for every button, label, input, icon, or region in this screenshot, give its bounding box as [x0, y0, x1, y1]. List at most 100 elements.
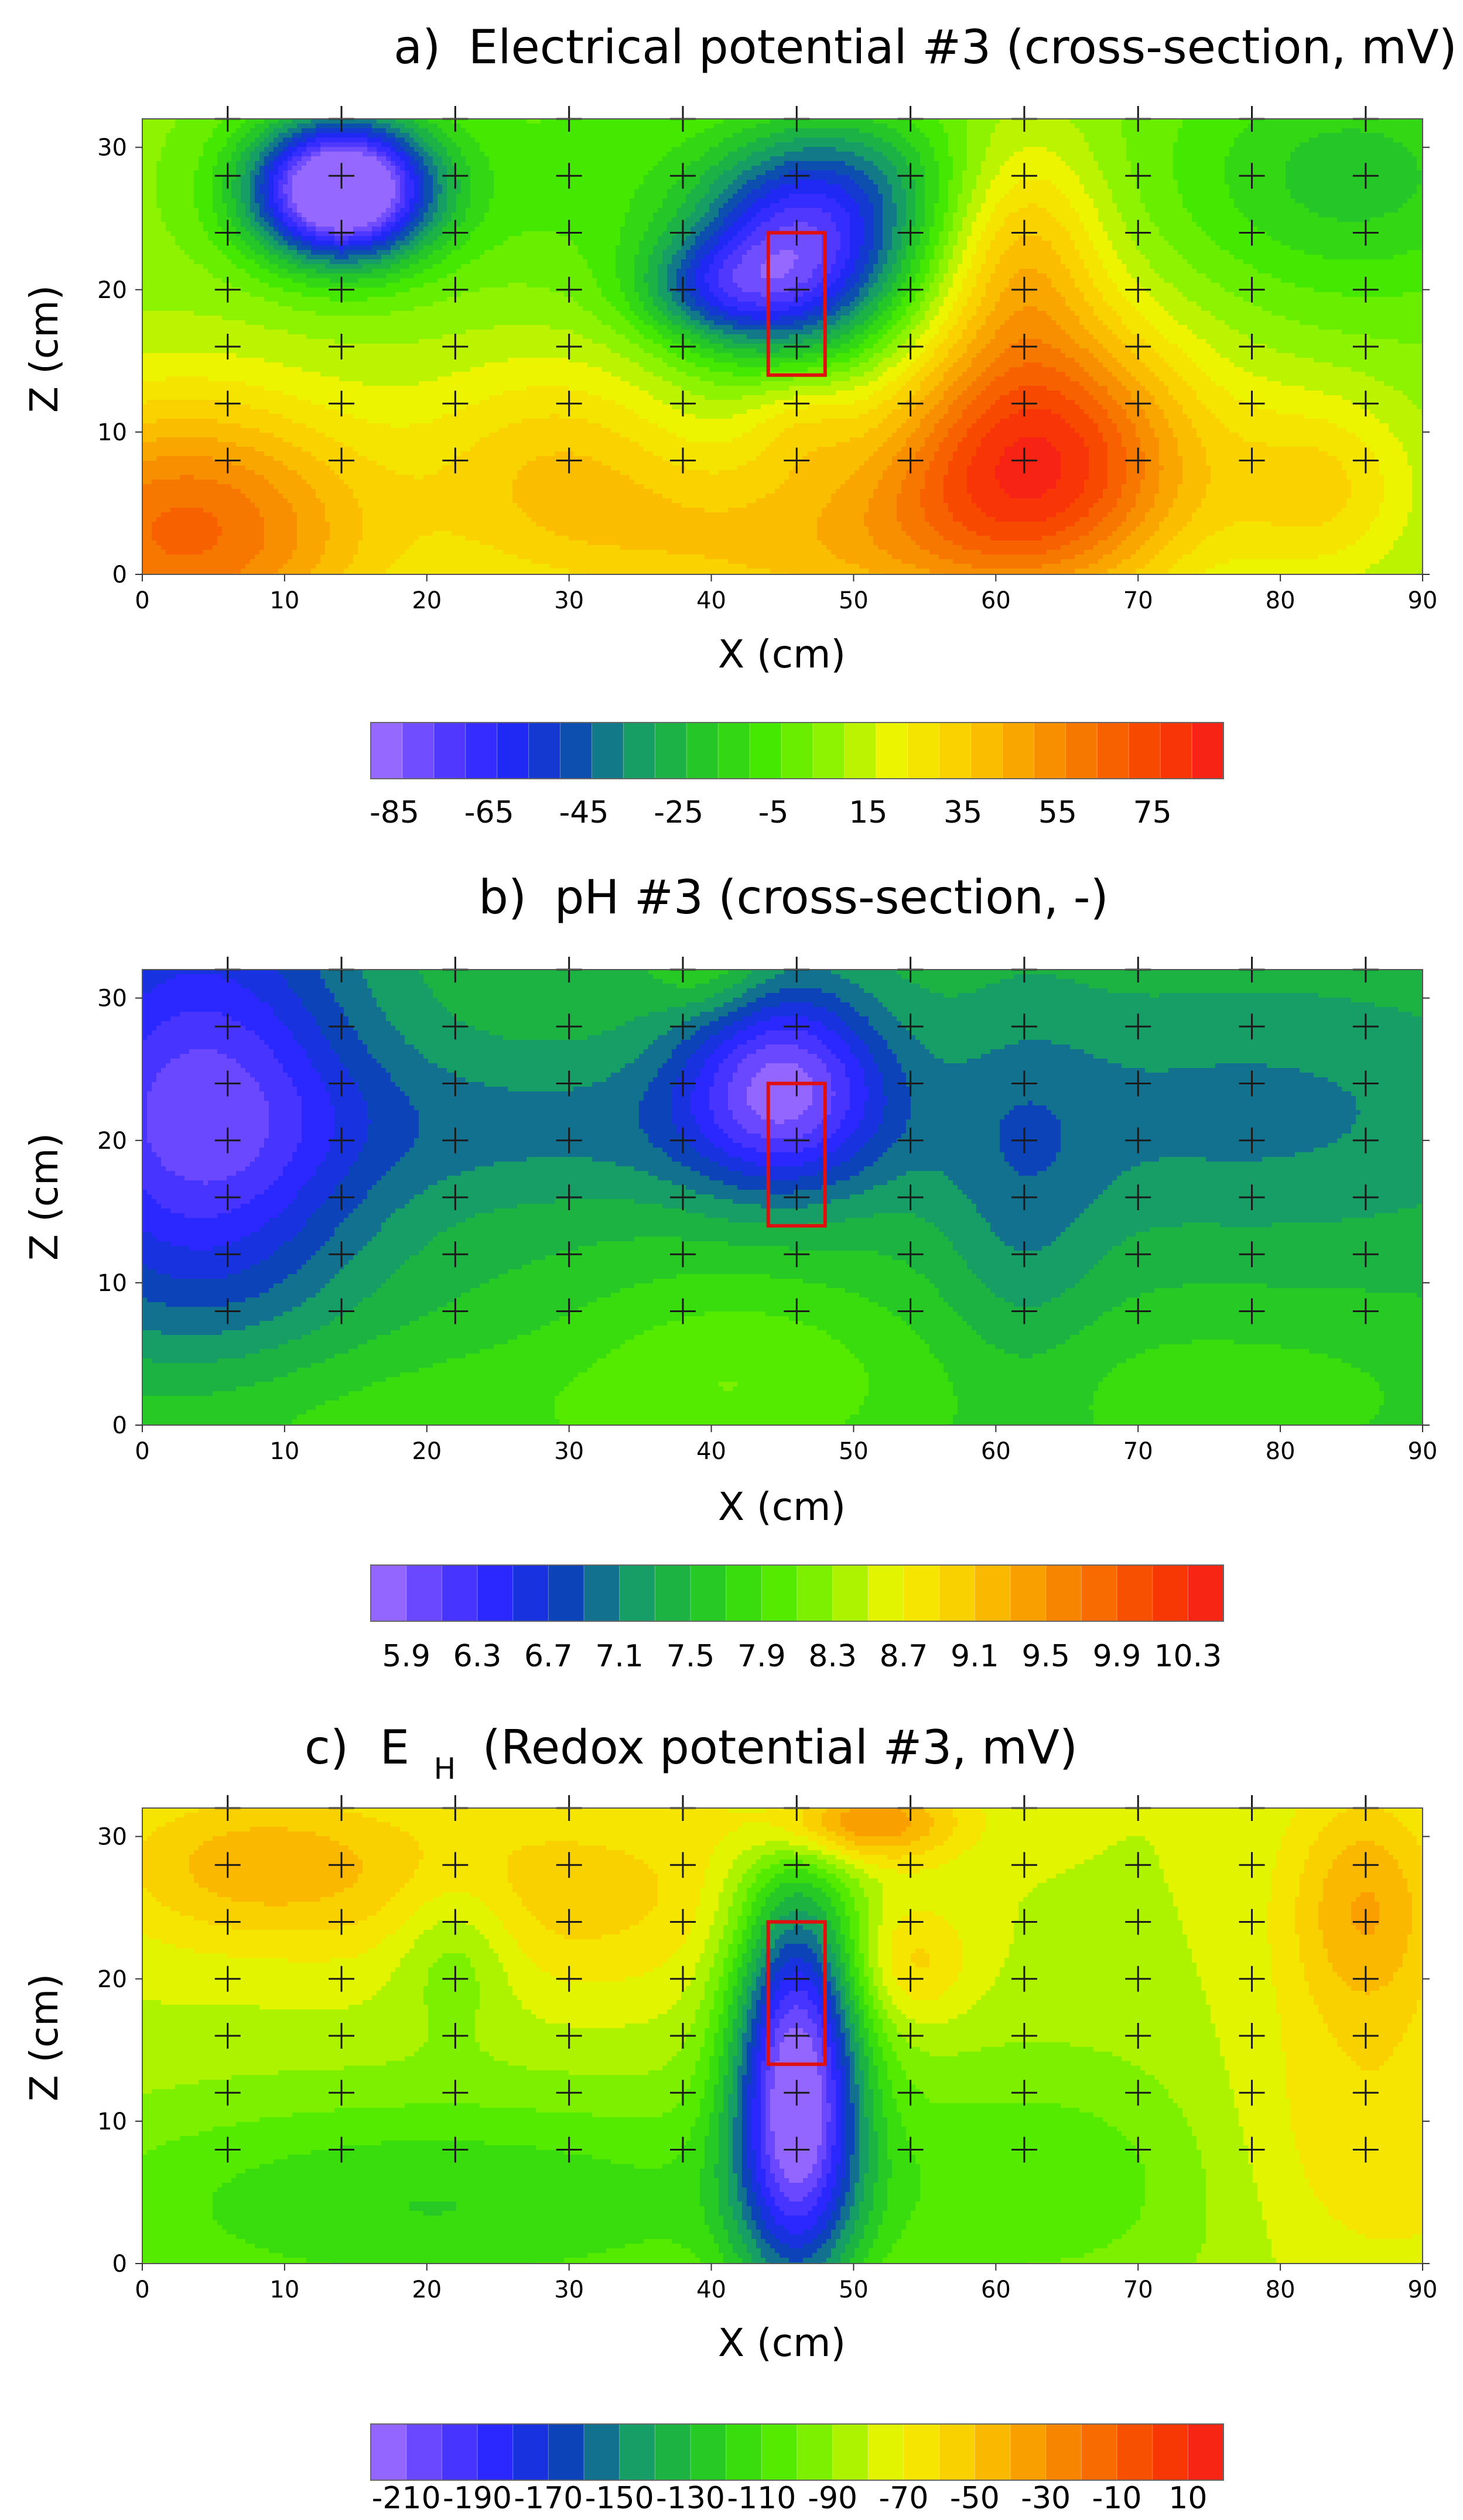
contour-cell — [822, 124, 827, 129]
contour-cell — [630, 119, 635, 124]
contour-cell — [592, 119, 597, 124]
contour-cell — [873, 124, 879, 129]
contour-cell — [381, 119, 387, 124]
contour-cell — [161, 124, 166, 129]
contour-cell — [606, 124, 611, 129]
contour-cell — [1107, 119, 1113, 124]
contour-cell — [536, 119, 541, 124]
contour-cell — [967, 119, 972, 124]
contour-cell — [1117, 119, 1122, 124]
contour-cell — [222, 124, 227, 129]
contour-cell — [747, 119, 752, 124]
contour-cell — [831, 124, 836, 129]
contour-cell — [194, 124, 199, 129]
contour-cell — [578, 124, 583, 129]
contour-cell — [334, 124, 340, 129]
contour-cell — [1286, 119, 1291, 124]
contour-cell — [288, 124, 293, 129]
contour-cell — [199, 124, 204, 129]
contour-cell — [437, 119, 443, 124]
contour-cell — [873, 119, 879, 124]
contour-cell — [948, 119, 953, 124]
contour-cell — [152, 119, 157, 124]
contour-cell — [278, 119, 283, 124]
contour-cell — [259, 119, 265, 124]
contour-cell — [639, 119, 644, 124]
contour-cell — [377, 119, 382, 124]
contour-cell — [517, 124, 522, 129]
contour-cell — [634, 119, 640, 124]
contour-cell — [414, 119, 419, 124]
contour-cell — [180, 119, 185, 124]
contour-cell — [1056, 119, 1061, 124]
contour-cell — [1103, 119, 1108, 124]
contour-cell — [522, 124, 527, 129]
contour-cell — [353, 124, 358, 129]
contour-cell — [601, 119, 607, 124]
contour-cell — [1290, 119, 1295, 124]
contour-cell — [620, 124, 625, 129]
panel-a-title-text: Electrical potential #3 (cross-section, … — [469, 20, 1457, 74]
contour-cell — [934, 119, 939, 124]
contour-cell — [522, 119, 527, 124]
panel-a-label: a) — [394, 20, 440, 74]
contour-cell — [414, 124, 419, 129]
contour-cell — [1379, 119, 1385, 124]
contour-cell — [269, 119, 274, 124]
contour-cell — [1211, 119, 1216, 124]
contour-cell — [194, 119, 199, 124]
contour-cell — [770, 119, 775, 124]
contour-cell — [180, 124, 185, 129]
contour-cell — [972, 119, 977, 124]
contour-cell — [1267, 119, 1272, 124]
contour-cell — [836, 119, 841, 124]
contour-cell — [508, 119, 513, 124]
contour-cell — [719, 124, 724, 129]
contour-cell — [203, 124, 208, 129]
contour-cell — [986, 119, 991, 124]
contour-cell — [550, 119, 555, 124]
contour-cell — [1328, 119, 1333, 124]
contour-cell — [817, 119, 822, 124]
contour-cell — [161, 119, 166, 124]
contour-cell — [1112, 119, 1117, 124]
contour-cell — [358, 119, 363, 124]
contour-cell — [705, 119, 710, 124]
contour-cell — [381, 124, 387, 129]
contour-cell — [728, 119, 733, 124]
contour-cell — [620, 119, 625, 124]
contour-cell — [320, 124, 326, 129]
contour-cell — [826, 119, 832, 124]
contour-cell — [344, 124, 349, 129]
contour-cell — [484, 124, 490, 129]
contour-cell — [250, 124, 255, 129]
contour-cell — [1225, 119, 1230, 124]
contour-cell — [695, 119, 700, 124]
contour-cell — [1412, 119, 1417, 124]
contour-cell — [302, 119, 307, 124]
contour-cell — [733, 124, 738, 129]
contour-cell — [775, 119, 780, 124]
contour-cell — [503, 119, 508, 124]
contour-cell — [423, 119, 429, 124]
contour-cell — [667, 124, 672, 129]
contour-cell — [831, 119, 836, 124]
contour-cell — [292, 124, 298, 129]
contour-cell — [597, 124, 602, 129]
contour-cell — [264, 124, 269, 129]
contour-cell — [765, 119, 771, 124]
contour-cell — [751, 119, 757, 124]
contour-cell — [255, 124, 260, 129]
contour-cell — [245, 124, 251, 129]
contour-cell — [166, 119, 171, 124]
contour-cell — [316, 119, 321, 124]
contour-cell — [854, 124, 860, 129]
contour-cell — [611, 124, 616, 129]
contour-cell — [836, 124, 841, 129]
contour-cell — [527, 119, 532, 124]
contour-cell — [634, 124, 640, 129]
contour-cell — [981, 119, 986, 124]
contour-cell — [475, 124, 480, 129]
contour-cell — [503, 124, 508, 129]
contour-cell — [1281, 119, 1286, 124]
